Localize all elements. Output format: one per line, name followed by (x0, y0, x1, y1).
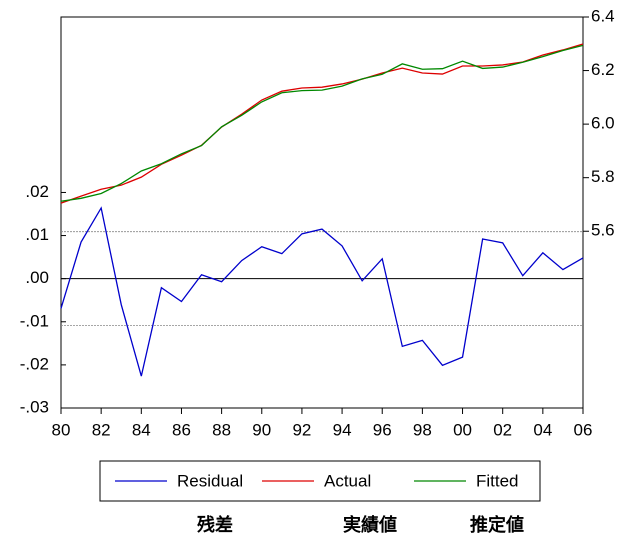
y-tick-label: -.01 (20, 311, 49, 330)
x-tick-label: 86 (172, 420, 191, 439)
y2-tick-label: 5.6 (591, 221, 615, 240)
y-tick-label: .00 (25, 268, 49, 287)
x-tick-label: 92 (292, 420, 311, 439)
x-tick-label: 90 (252, 420, 271, 439)
series-line (60, 43, 584, 204)
x-tick-label: 06 (574, 420, 593, 439)
x-tick-label: 96 (373, 420, 392, 439)
series-line (60, 44, 584, 202)
legend-label: Actual (324, 471, 371, 490)
x-tick-label: 82 (92, 420, 111, 439)
y2-tick-label: 5.8 (591, 167, 615, 186)
legend-label: Residual (177, 471, 243, 490)
x-tick-label: 04 (533, 420, 552, 439)
legend-label: Fitted (476, 471, 519, 490)
series-line (60, 206, 584, 377)
legend-caption: 残差 (197, 514, 233, 535)
y2-tick-label: 6.2 (591, 60, 615, 79)
x-tick-label: 98 (413, 420, 432, 439)
plot-frame (60, 16, 584, 409)
x-tick-label: 00 (453, 420, 472, 439)
x-tick-label: 84 (132, 420, 151, 439)
legend-box (99, 460, 541, 502)
y2-tick-label: 6.0 (591, 114, 615, 133)
x-tick-label: 02 (493, 420, 512, 439)
legend-caption: 実績値 (343, 514, 397, 535)
y-tick-label: .02 (25, 182, 49, 201)
y-tick-label: -.03 (20, 397, 49, 416)
y-tick-label: -.02 (20, 354, 49, 373)
legend-caption: 推定値 (470, 514, 524, 535)
x-tick-label: 88 (212, 420, 231, 439)
y-tick-label: .01 (25, 225, 49, 244)
x-tick-label: 80 (52, 420, 71, 439)
x-tick-label: 94 (333, 420, 352, 439)
y2-tick-label: 6.4 (591, 6, 615, 25)
